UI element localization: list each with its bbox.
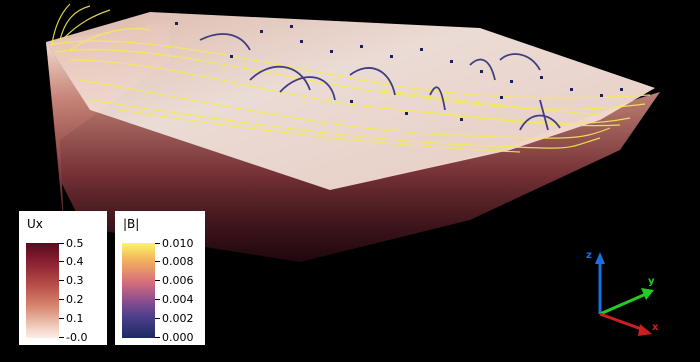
ux-tick-label: 0.2 bbox=[66, 293, 84, 306]
b-tick-label: 0.004 bbox=[162, 293, 194, 306]
b-tick-label: 0.006 bbox=[162, 274, 194, 287]
ux-color-bar bbox=[26, 243, 59, 338]
ux-tick-mark bbox=[59, 299, 64, 300]
y-axis-label: y bbox=[648, 276, 655, 287]
b-color-bar bbox=[122, 243, 155, 338]
axes-arrows bbox=[595, 252, 654, 336]
yellow-field-lines bbox=[49, 3, 651, 153]
ux-tick-label: 0.3 bbox=[66, 274, 84, 287]
b-tick-mark bbox=[155, 337, 160, 338]
x-axis-arrow bbox=[599, 312, 645, 332]
b-legend-title: |B| bbox=[123, 217, 140, 231]
z-axis-label: z bbox=[586, 250, 592, 261]
y-axis-arrowhead bbox=[641, 288, 654, 300]
b-tick-label: 0.000 bbox=[162, 331, 194, 344]
ux-tick-label: -0.0 bbox=[66, 331, 88, 344]
b-tick-mark bbox=[155, 299, 160, 300]
blue-field-lines bbox=[199, 33, 561, 131]
x-axis-arrowhead bbox=[638, 324, 652, 336]
b-tick-mark bbox=[155, 243, 160, 244]
orientation-axes-widget: z y x bbox=[578, 248, 668, 348]
ux-tick-mark bbox=[59, 280, 64, 281]
ux-legend-title: Ux bbox=[27, 217, 43, 231]
b-tick-label: 0.008 bbox=[162, 255, 194, 268]
x-axis-label: x bbox=[652, 322, 659, 333]
b-tick-mark bbox=[155, 318, 160, 319]
ux-tick-label: 0.4 bbox=[66, 255, 84, 268]
y-axis-arrow bbox=[599, 292, 647, 316]
b-tick-label: 0.010 bbox=[162, 237, 194, 250]
box-front-face bbox=[46, 42, 660, 262]
ux-tick-label: 0.1 bbox=[66, 312, 84, 325]
field-line-fragments bbox=[175, 22, 623, 121]
ux-tick-label: 0.5 bbox=[66, 237, 84, 250]
ux-tick-mark bbox=[59, 337, 64, 338]
z-axis-arrowhead bbox=[595, 252, 605, 264]
b-magnitude-color-legend: |B| 0.010 0.008 0.006 0.004 0.002 0.000 bbox=[115, 211, 205, 345]
b-tick-mark bbox=[155, 280, 160, 281]
ux-tick-mark bbox=[59, 318, 64, 319]
ux-color-legend: Ux 0.5 0.4 0.3 0.2 0.1 -0.0 bbox=[19, 211, 107, 345]
ux-tick-mark bbox=[59, 243, 64, 244]
ux-tick-mark bbox=[59, 261, 64, 262]
b-tick-mark bbox=[155, 261, 160, 262]
b-tick-label: 0.002 bbox=[162, 312, 194, 325]
